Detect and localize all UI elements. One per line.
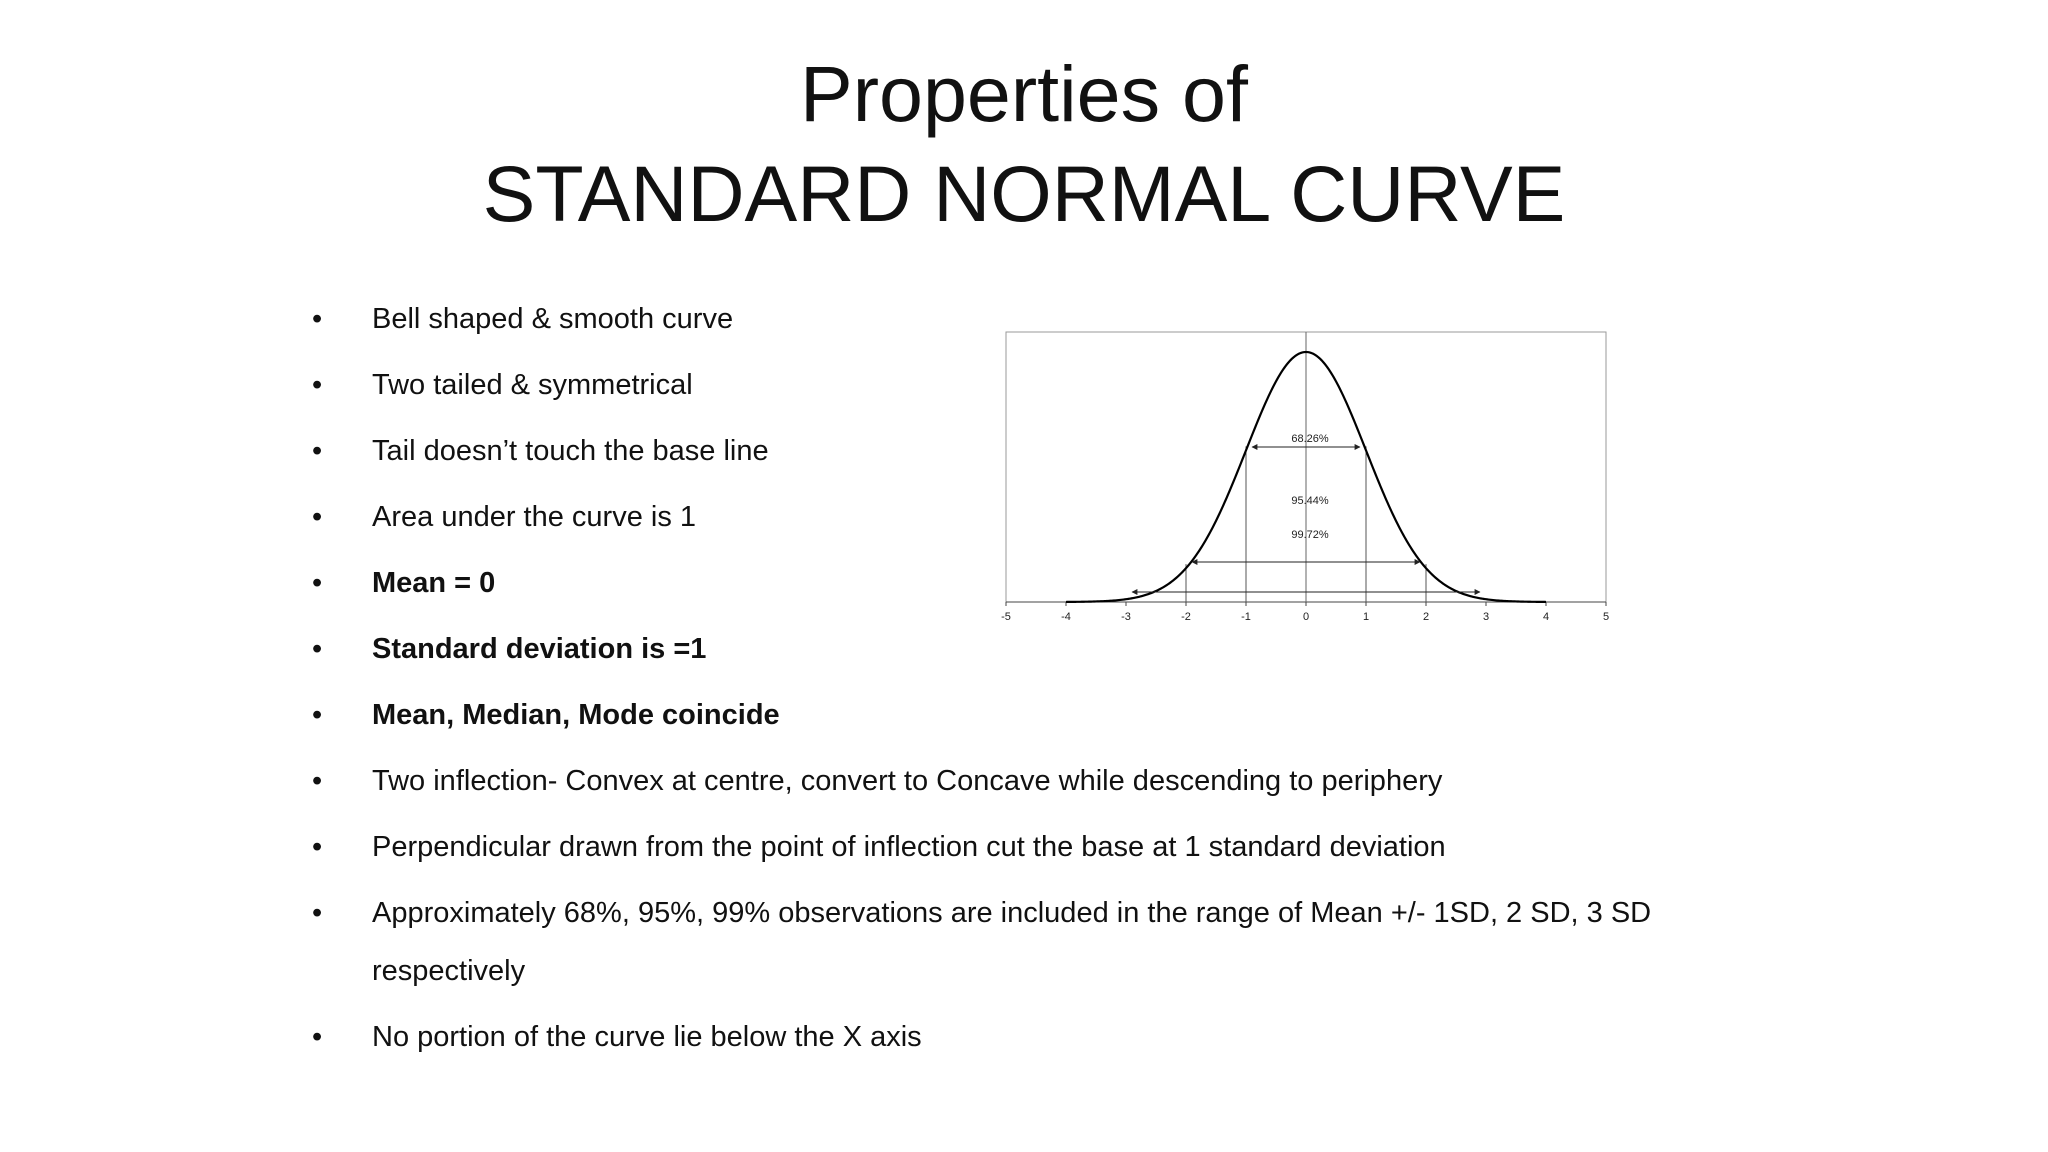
bullet-text: Mean, Median, Mode coincide [372, 699, 780, 731]
bullet-dot-icon: • [312, 1021, 323, 1053]
normal-curve-chart: -5 -4 -3 -2 -1 0 1 2 3 4 5 68.26% 95.44% 99.72% [996, 322, 1616, 632]
bullet-list: • Bell shaped & smooth curve • Two tailed &… [300, 290, 1750, 1074]
x-tick-label: 3 [1483, 611, 1489, 623]
bullet-dot-icon: • [312, 633, 323, 665]
x-tick-label: -2 [1181, 611, 1191, 623]
bullet-dot-icon: • [312, 897, 323, 929]
bullet-dot-icon: • [312, 567, 323, 599]
bullet-text: Bell shaped & smooth curve [372, 303, 734, 335]
title-line-1: Properties of [800, 49, 1248, 138]
x-tick-label: -4 [1061, 611, 1071, 623]
interval-label: 99.72% [1291, 529, 1329, 541]
slide-title: Properties of STANDARD NORMAL CURVE [0, 44, 2048, 244]
bullet-text: Perpendicular drawn from the point of in… [372, 831, 1446, 863]
bullet-dot-icon: • [312, 435, 323, 467]
bullet-dot-icon: • [312, 303, 323, 335]
bullet-item: • Mean = 0 [300, 554, 1750, 612]
bullet-item: • Perpendicular drawn from the point of i… [300, 818, 1750, 876]
bullet-text: Area under the curve is 1 [372, 501, 697, 533]
bullet-dot-icon: • [312, 765, 323, 797]
bullet-item: • Mean, Median, Mode coincide [300, 686, 1750, 744]
x-tick-label: 2 [1423, 611, 1429, 623]
bullet-text: Tail doesn’t touch the base line [372, 435, 769, 467]
bullet-dot-icon: • [312, 501, 323, 533]
bullet-text: Approximately 68%, 95%, 99% observations… [372, 897, 1652, 987]
x-tick-label: -1 [1241, 611, 1251, 623]
bullet-item: • Approximately 68%, 95%, 99% observation… [300, 884, 1750, 1000]
x-tick-label: -3 [1121, 611, 1131, 623]
bullet-item: • No portion of the curve lie below the X… [300, 1008, 1750, 1066]
x-tick-label: 4 [1543, 611, 1549, 623]
bullet-dot-icon: • [312, 831, 323, 863]
x-tick-label: 5 [1603, 611, 1609, 623]
interval-label: 68.26% [1291, 433, 1329, 445]
bullet-item: • Standard deviation is =1 [300, 620, 1750, 678]
bullet-text: Two inflection- Convex at centre, conver… [372, 765, 1443, 797]
x-tick-label: 0 [1303, 611, 1309, 623]
bullet-item: • Tail doesn’t touch the base line [300, 422, 1750, 480]
normal-curve-svg: -5 -4 -3 -2 -1 0 1 2 3 4 5 68.26% 95.44% 99.72% [1001, 331, 1609, 623]
bullet-item: • Two tailed & symmetrical [300, 356, 1750, 414]
bullet-dot-icon: • [312, 369, 323, 401]
bullet-item: • Area under the curve is 1 [300, 488, 1750, 546]
bullet-item: • Bell shaped & smooth curve [300, 290, 1750, 348]
x-tick-label: -5 [1001, 611, 1011, 623]
bullet-text: Standard deviation is =1 [372, 633, 707, 665]
bullet-item: • Two inflection- Convex at centre, conve… [300, 752, 1750, 810]
interval-label: 95.44% [1291, 495, 1329, 507]
bullet-dot-icon: • [312, 699, 323, 731]
x-tick-label: 1 [1363, 611, 1369, 623]
bullet-text: No portion of the curve lie below the X … [372, 1021, 922, 1053]
bullet-text: Two tailed & symmetrical [372, 369, 693, 401]
title-line-2: STANDARD NORMAL CURVE [482, 149, 1566, 238]
bullet-text: Mean = 0 [372, 567, 496, 599]
